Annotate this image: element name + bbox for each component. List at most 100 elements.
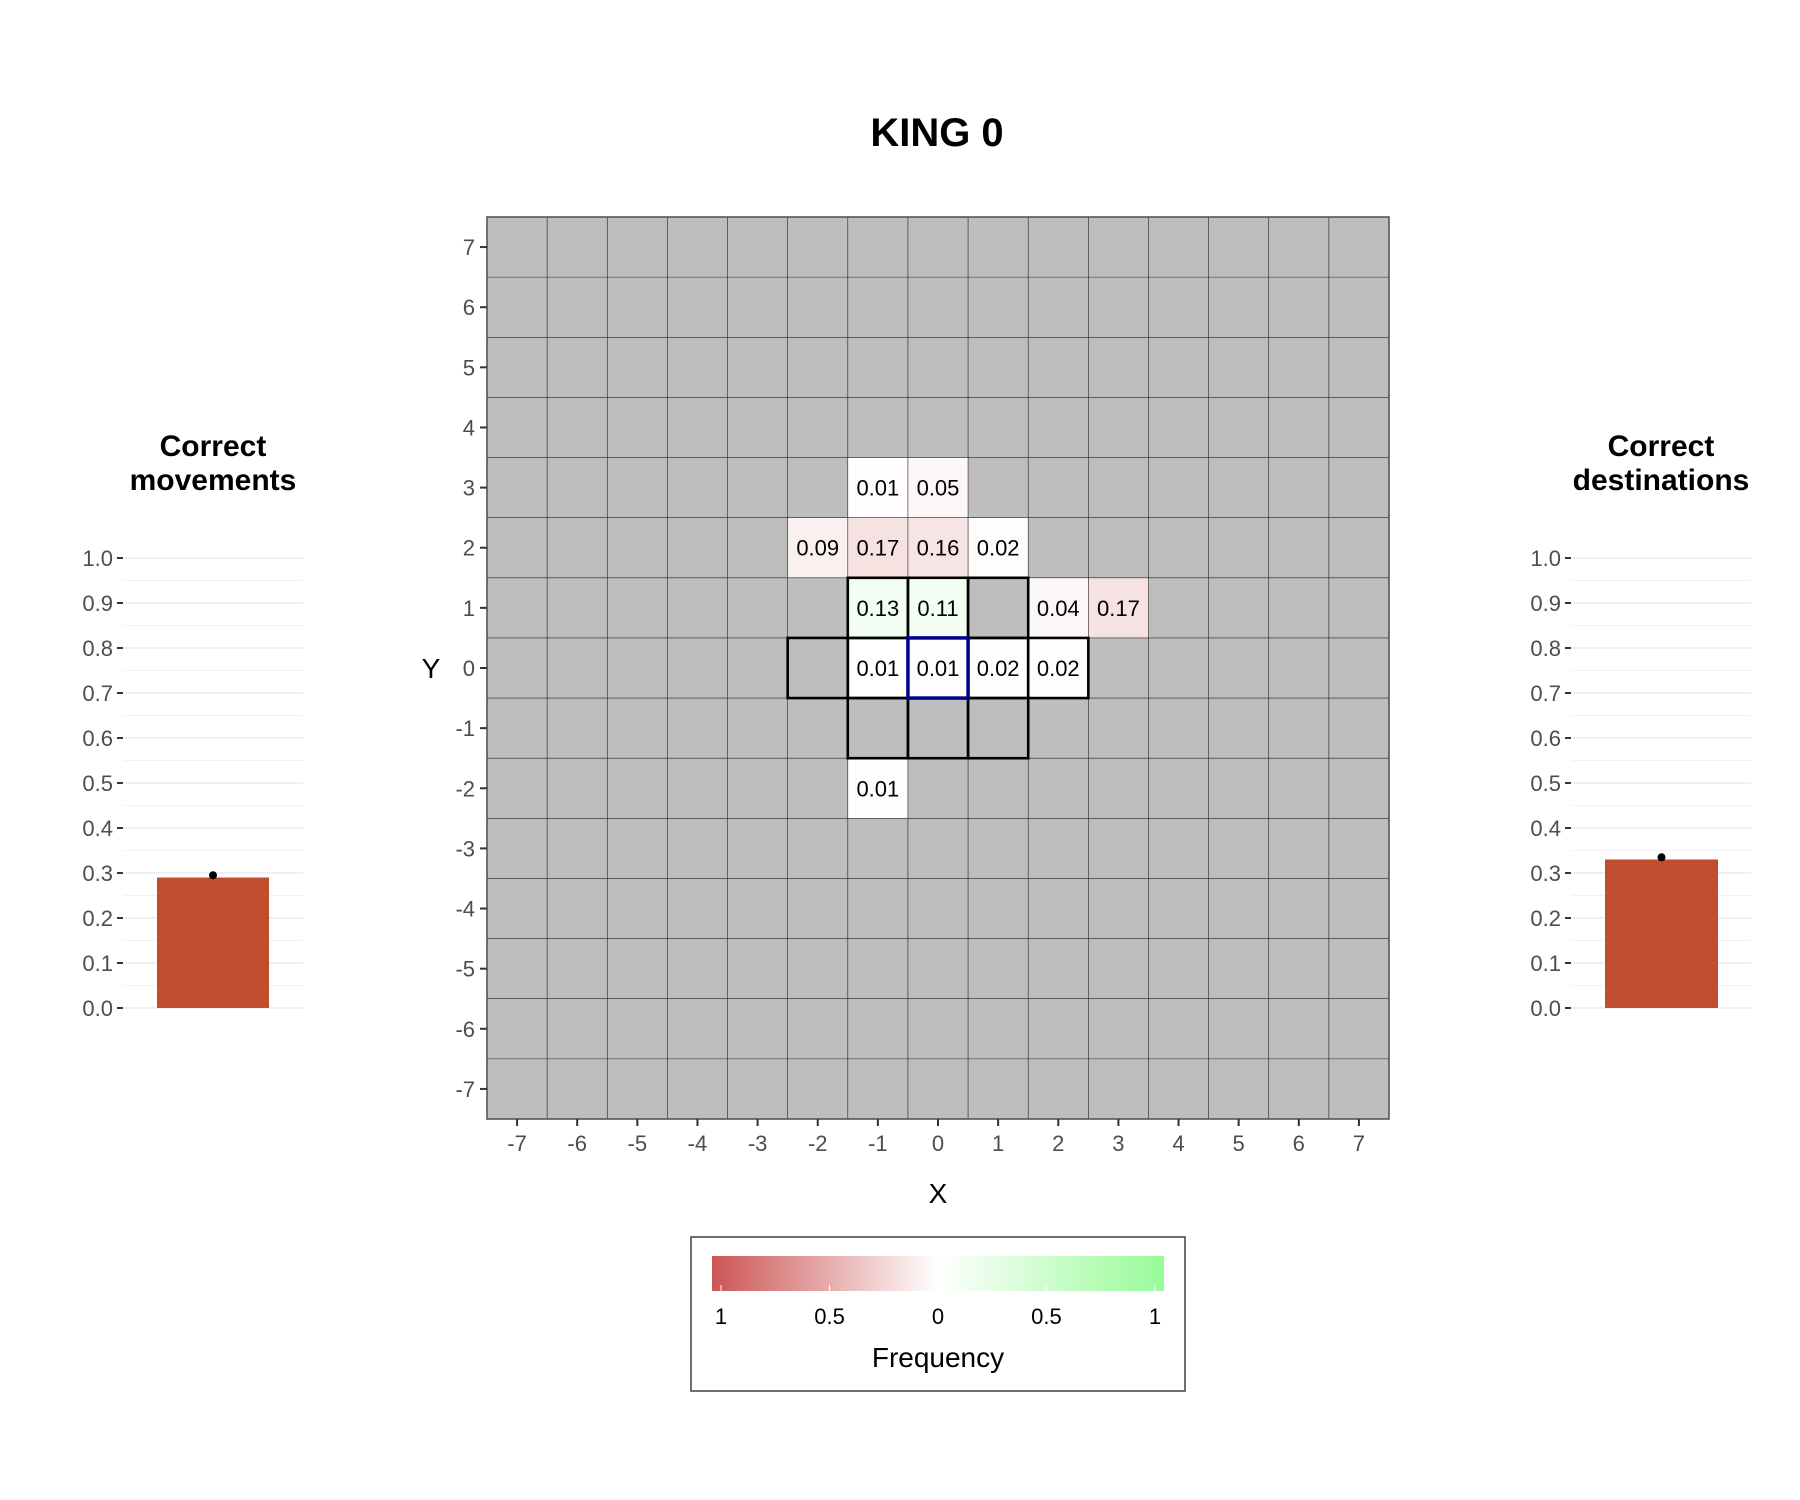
heat-cell [907, 517, 969, 578]
error-point [1657, 853, 1666, 862]
y-tick-label: 0.1 [82, 951, 113, 976]
chart-title: KING 0 [870, 111, 1003, 155]
y-tick-label: 1.0 [82, 546, 113, 571]
heat-cell [1088, 577, 1149, 638]
valid-move-outline [1026, 636, 1090, 700]
y-tick-label: 3 [463, 476, 475, 501]
y-tick-label: 0.2 [82, 906, 113, 931]
cell-label: 0.02 [1037, 656, 1080, 681]
y-tick-label: 0.6 [1530, 726, 1561, 751]
cell-label: 0.13 [856, 596, 899, 621]
heat-cell [847, 637, 908, 699]
y-tick-label: 0.4 [1530, 816, 1561, 841]
heat-cell [968, 637, 1029, 699]
x-tick-label: 1 [992, 1131, 1004, 1156]
legend-tick-label: 0.5 [814, 1304, 845, 1329]
cell-label: 0.01 [856, 656, 899, 681]
heat-cell [907, 577, 969, 638]
y-tick-label: 0.7 [82, 681, 113, 706]
heat-cell [907, 457, 969, 518]
y-tick-label: 7 [463, 235, 475, 260]
valid-move-outline [966, 696, 1030, 760]
cell-label: 0.01 [917, 656, 960, 681]
y-tick-label: -4 [455, 897, 475, 922]
cell-label: 0.05 [917, 476, 960, 501]
y-tick-label: 0.0 [1530, 996, 1561, 1021]
error-point [209, 871, 217, 880]
x-tick-label: -3 [748, 1131, 768, 1156]
bar-chart-title-line: Correct [1608, 430, 1715, 463]
king-heatmap: 0.01 0.05 0.09 0.17 0.16 0.02 0.13 0.11 0.04 0.17… [422, 216, 1390, 1209]
y-tick-label: 0.4 [82, 816, 113, 841]
bar-chart-title: Correct destinations [1573, 430, 1750, 497]
x-tick-label: 2 [1052, 1131, 1064, 1156]
y-tick-label: 6 [463, 295, 475, 320]
heat-cell [968, 517, 1029, 578]
heat-cell [847, 577, 908, 638]
start-cell-outline [906, 636, 970, 700]
x-tick-label: 0 [932, 1131, 944, 1156]
y-tick-label: 0.5 [1530, 771, 1561, 796]
y-tick-label: 0.9 [1530, 591, 1561, 616]
y-tick-label: -7 [455, 1077, 475, 1102]
x-tick-label: 5 [1233, 1131, 1245, 1156]
x-tick-label: 6 [1293, 1131, 1305, 1156]
heat-cell [847, 517, 908, 578]
x-tick-label: -1 [868, 1131, 888, 1156]
cell-label: 0.02 [977, 656, 1020, 681]
x-tick-label: -2 [808, 1131, 828, 1156]
bar [157, 877, 269, 1008]
y-tick-label: 0 [463, 656, 475, 681]
y-tick-label: 0.6 [82, 726, 113, 751]
y-tick-label: 2 [463, 536, 475, 561]
y-tick-label: 0.7 [1530, 681, 1561, 706]
x-tick-label: 3 [1112, 1131, 1124, 1156]
y-tick-label: 0.5 [82, 771, 113, 796]
legend-tick-label: 0 [932, 1304, 944, 1329]
y-tick-label: 0.0 [82, 996, 113, 1021]
y-tick-label: 1.0 [1530, 546, 1561, 571]
cell-label: 0.02 [977, 536, 1020, 561]
y-tick-label: 5 [463, 355, 475, 380]
heat-cell [1028, 637, 1089, 699]
bar-chart-title-line: Correct [160, 430, 267, 463]
x-tick-label: -4 [688, 1131, 708, 1156]
cell-label: 0.16 [917, 536, 960, 561]
heat-cell [1028, 577, 1089, 638]
cell-label: 0.09 [796, 536, 839, 561]
correct-movements-chart: Correct movements 0.0 0.1 0.2 0.3 0.4 0.5 0.6 0.7… [82, 430, 303, 1021]
y-tick-label: -2 [455, 776, 475, 801]
correct-destinations-chart: Correct destinations 0.0 0.1 0.2 0.3 0.4 0.5 0.6… [1530, 430, 1751, 1021]
legend-tick-label: 1 [1149, 1304, 1161, 1329]
cell-label: 0.17 [1097, 596, 1140, 621]
y-tick-label: 0.9 [82, 591, 113, 616]
y-tick-label: 4 [463, 415, 475, 440]
y-tick-label: -6 [455, 1017, 475, 1042]
cell-label: 0.01 [856, 476, 899, 501]
y-tick-label: 0.1 [1530, 951, 1561, 976]
y-tick-label: 0.3 [82, 861, 113, 886]
y-tick-label: 0.8 [1530, 636, 1561, 661]
legend-tick-label: 0.5 [1031, 1304, 1062, 1329]
legend-tick-label: 1 [715, 1304, 727, 1329]
frequency-legend: 1 0.5 0 0.5 1 Frequency [690, 1236, 1186, 1392]
y-tick-label: -1 [455, 716, 475, 741]
x-tick-label: -5 [628, 1131, 648, 1156]
x-tick-label: -6 [567, 1131, 587, 1156]
y-axis-title: Y [422, 653, 441, 684]
cell-label: 0.01 [856, 776, 899, 801]
y-tick-label: 0.2 [1530, 906, 1561, 931]
x-tick-label: 4 [1172, 1131, 1184, 1156]
heat-cell [787, 517, 848, 578]
y-tick-label: -3 [455, 836, 475, 861]
y-tick-label: 0.3 [1530, 861, 1561, 886]
heat-cell [847, 457, 908, 518]
y-tick-label: -5 [455, 957, 475, 982]
bar-chart-title-line: movements [130, 464, 297, 497]
x-tick-label: 7 [1353, 1131, 1365, 1156]
heat-cell [907, 637, 969, 699]
cell-label: 0.04 [1037, 596, 1080, 621]
x-axis-title: X [929, 1178, 948, 1209]
bar [1605, 859, 1718, 1008]
bar-chart-title: Correct movements [130, 430, 297, 497]
